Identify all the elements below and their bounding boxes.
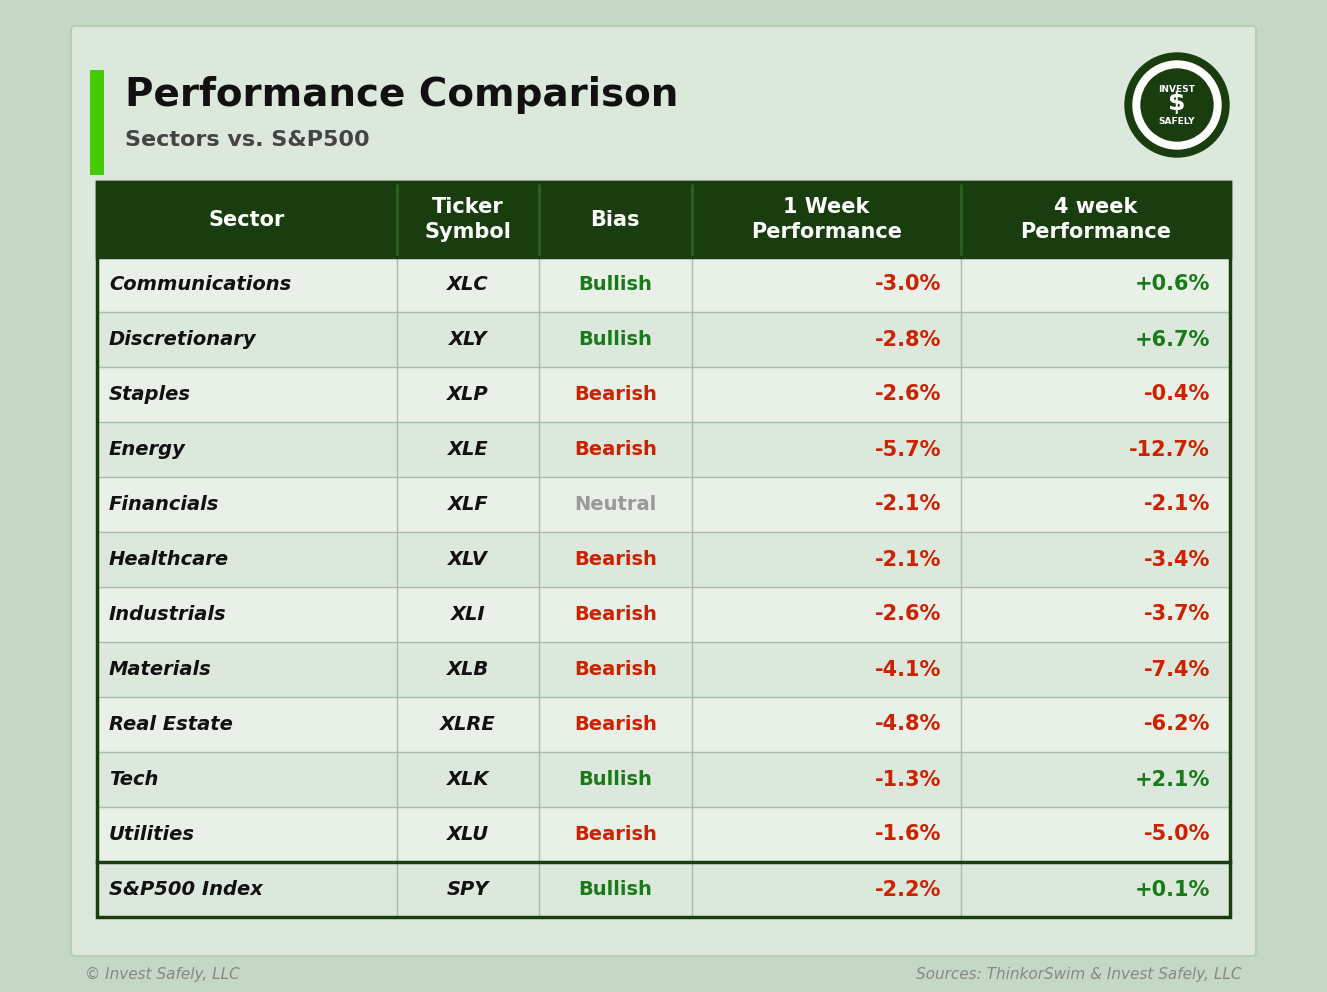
Bar	[97, 697, 1230, 752]
Text: 4 week
Performance: 4 week Performance	[1020, 197, 1170, 242]
Circle shape	[1133, 61, 1221, 149]
Text: -2.2%: -2.2%	[874, 880, 941, 900]
Text: Bullish: Bullish	[579, 880, 653, 899]
Text: -3.0%: -3.0%	[874, 275, 941, 295]
Text: -7.4%: -7.4%	[1144, 660, 1210, 680]
Text: -2.1%: -2.1%	[874, 550, 941, 569]
Text: SPY: SPY	[447, 880, 490, 899]
Text: -2.1%: -2.1%	[874, 494, 941, 515]
Bar	[97, 182, 1230, 257]
Text: Bearish: Bearish	[573, 715, 657, 734]
Text: Ticker
Symbol: Ticker Symbol	[425, 197, 511, 242]
Text: Bearish: Bearish	[573, 550, 657, 569]
Bar	[97, 312, 1230, 367]
Circle shape	[1141, 69, 1213, 141]
Text: XLRE: XLRE	[441, 715, 496, 734]
Bar	[97, 532, 1230, 587]
Text: Sector: Sector	[208, 209, 285, 229]
Text: +6.7%: +6.7%	[1135, 329, 1210, 349]
Bar	[97, 477, 1230, 532]
Text: XLB: XLB	[447, 660, 490, 679]
Bar	[97, 862, 1230, 917]
Text: XLK: XLK	[447, 770, 490, 789]
Text: Tech: Tech	[109, 770, 158, 789]
Text: +2.1%: +2.1%	[1135, 770, 1210, 790]
Text: 1 Week
Performance: 1 Week Performance	[751, 197, 902, 242]
Text: Financials: Financials	[109, 495, 219, 514]
Bar	[97, 642, 1230, 697]
Bar	[97, 257, 1230, 312]
Text: -12.7%: -12.7%	[1129, 439, 1210, 459]
Bar	[90, 70, 104, 175]
Text: -2.1%: -2.1%	[1144, 494, 1210, 515]
Text: Bullish: Bullish	[579, 770, 653, 789]
Bar	[97, 367, 1230, 422]
Text: Bearish: Bearish	[573, 605, 657, 624]
Text: XLV: XLV	[449, 550, 488, 569]
Text: -4.1%: -4.1%	[874, 660, 941, 680]
Text: -2.6%: -2.6%	[874, 604, 941, 625]
Text: Staples: Staples	[109, 385, 191, 404]
Text: Industrials: Industrials	[109, 605, 227, 624]
Text: -0.4%: -0.4%	[1144, 385, 1210, 405]
Text: -3.4%: -3.4%	[1144, 550, 1210, 569]
Text: -4.8%: -4.8%	[874, 714, 941, 734]
Text: XLU: XLU	[447, 825, 490, 844]
FancyBboxPatch shape	[72, 26, 1255, 956]
Text: XLC: XLC	[447, 275, 488, 294]
Text: Neutral: Neutral	[575, 495, 657, 514]
Text: -2.8%: -2.8%	[874, 329, 941, 349]
Text: XLI: XLI	[451, 605, 486, 624]
Text: Bearish: Bearish	[573, 825, 657, 844]
Text: +0.1%: +0.1%	[1135, 880, 1210, 900]
Text: Discretionary: Discretionary	[109, 330, 256, 349]
Text: © Invest Safely, LLC: © Invest Safely, LLC	[85, 966, 240, 981]
Text: XLE: XLE	[447, 440, 488, 459]
Text: Energy: Energy	[109, 440, 186, 459]
Text: -2.6%: -2.6%	[874, 385, 941, 405]
Text: -1.6%: -1.6%	[874, 824, 941, 844]
Text: Bearish: Bearish	[573, 440, 657, 459]
Text: XLP: XLP	[447, 385, 488, 404]
Text: Materials: Materials	[109, 660, 212, 679]
Text: Healthcare: Healthcare	[109, 550, 230, 569]
Text: Bias: Bias	[591, 209, 640, 229]
Circle shape	[1125, 53, 1229, 157]
Text: XLF: XLF	[447, 495, 488, 514]
Text: Real Estate: Real Estate	[109, 715, 232, 734]
Text: INVEST: INVEST	[1158, 84, 1196, 93]
Text: Sources: ThinkorSwim & Invest Safely, LLC: Sources: ThinkorSwim & Invest Safely, LL…	[917, 966, 1242, 981]
Text: Bearish: Bearish	[573, 660, 657, 679]
Text: XLY: XLY	[449, 330, 487, 349]
Text: Performance Comparison: Performance Comparison	[125, 76, 678, 114]
Bar	[97, 752, 1230, 807]
Bar	[97, 587, 1230, 642]
Text: +0.6%: +0.6%	[1135, 275, 1210, 295]
Text: -3.7%: -3.7%	[1144, 604, 1210, 625]
Text: SAFELY: SAFELY	[1158, 116, 1196, 126]
Text: -1.3%: -1.3%	[874, 770, 941, 790]
Text: -5.7%: -5.7%	[874, 439, 941, 459]
Text: -6.2%: -6.2%	[1144, 714, 1210, 734]
Text: Utilities: Utilities	[109, 825, 195, 844]
Bar	[97, 807, 1230, 862]
Text: Communications: Communications	[109, 275, 291, 294]
Bar	[97, 422, 1230, 477]
Text: -5.0%: -5.0%	[1144, 824, 1210, 844]
Text: Bearish: Bearish	[573, 385, 657, 404]
Text: Sectors vs. S&P500: Sectors vs. S&P500	[125, 130, 370, 150]
Text: Bullish: Bullish	[579, 330, 653, 349]
Text: $: $	[1168, 91, 1186, 115]
Text: S&P500 Index: S&P500 Index	[109, 880, 263, 899]
Text: Bullish: Bullish	[579, 275, 653, 294]
